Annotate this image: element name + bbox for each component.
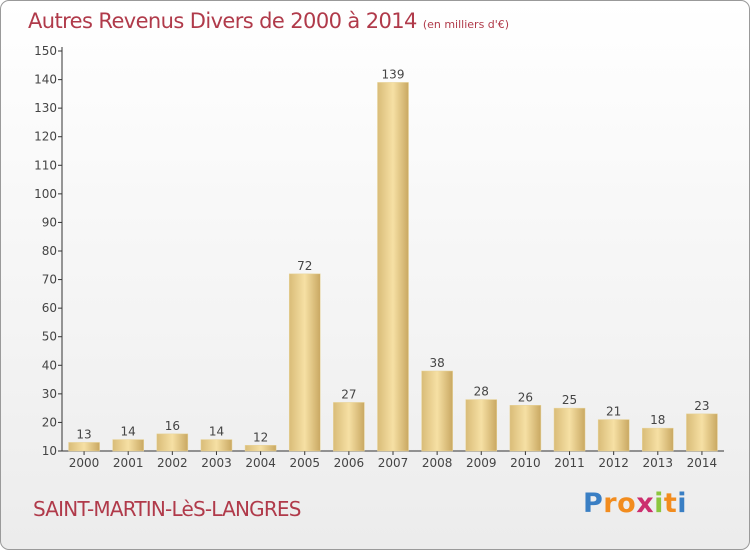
bar-2008 <box>421 370 453 452</box>
x-tick-label: 2003 <box>201 456 232 470</box>
bar-2009 <box>465 399 498 452</box>
x-tick-label: 2009 <box>466 456 497 470</box>
y-tick-label: 10 <box>42 444 57 458</box>
bar-2000 <box>68 442 100 452</box>
bar-2005 <box>288 273 321 452</box>
bar-2004 <box>244 445 277 452</box>
logo-letter: t <box>663 488 678 519</box>
chart-axes: 10 20 30 40 50 60 70 80 90 100 110 120 130 140 150 <box>34 44 724 458</box>
y-tick-label: 80 <box>42 244 57 258</box>
x-tick-label: 2014 <box>687 456 718 470</box>
y-tick-label: 130 <box>34 101 57 115</box>
x-tick-label: 2004 <box>245 456 276 470</box>
x-tick-label: 2013 <box>643 456 674 470</box>
x-tick-label: 2001 <box>113 456 144 470</box>
y-tick-label: 140 <box>34 73 57 87</box>
chart-labels: 2000 13 2001 14 2002 16 2003 14 2004 12 2005 72 2006… <box>69 67 717 470</box>
data-label-2010: 26 <box>518 390 533 404</box>
y-tick-label: 110 <box>34 158 57 172</box>
data-label-2013: 18 <box>650 413 665 427</box>
x-tick-label: 2002 <box>157 456 188 470</box>
y-tick-label: 20 <box>42 415 57 429</box>
y-tick-label: 60 <box>42 301 57 315</box>
x-tick-label: 2008 <box>422 456 453 470</box>
y-tick-label: 50 <box>42 330 57 344</box>
data-label-2011: 25 <box>562 393 577 407</box>
bar-2013 <box>642 427 674 452</box>
bar-2001 <box>112 439 144 452</box>
data-label-2004: 12 <box>253 430 268 444</box>
logo-letter: P <box>583 488 604 519</box>
bar-2012 <box>597 419 630 452</box>
bar-2010 <box>509 405 542 452</box>
logo-letter: o <box>617 488 637 519</box>
y-tick-label: 150 <box>34 44 57 58</box>
bar-2011 <box>553 407 586 452</box>
x-tick-label: 2005 <box>289 456 320 470</box>
y-tick-label: 70 <box>42 273 57 287</box>
data-label-2002: 16 <box>165 419 180 433</box>
y-tick-label: 30 <box>42 387 57 401</box>
bar-2003 <box>200 439 233 452</box>
data-label-2014: 23 <box>694 399 709 413</box>
data-label-2008: 38 <box>429 356 444 370</box>
data-label-2001: 14 <box>121 425 136 439</box>
data-label-2005: 72 <box>297 259 312 273</box>
data-label-2009: 28 <box>474 385 489 399</box>
bar-2007 <box>377 82 409 452</box>
data-label-2007: 139 <box>382 67 405 81</box>
logo-letter: i <box>654 488 664 519</box>
logo-letter: r <box>603 488 618 519</box>
data-label-2012: 21 <box>606 405 621 419</box>
x-tick-label: 2006 <box>334 456 365 470</box>
chart-subtitle: (en milliers d'€) <box>422 18 510 31</box>
commune-name: SAINT-MARTIN-LèS-LANGRES <box>33 497 301 521</box>
data-label-2006: 27 <box>341 387 356 401</box>
x-tick-label: 2000 <box>69 456 100 470</box>
bar-2002 <box>156 433 189 452</box>
data-label-2000: 13 <box>76 427 91 441</box>
y-tick-label: 90 <box>42 215 57 229</box>
proxiti-logo: Proxiti <box>583 488 687 519</box>
bar-2014 <box>686 413 718 452</box>
bar-2006 <box>333 402 365 452</box>
chart-bars <box>68 82 718 452</box>
x-tick-label: 2012 <box>598 456 629 470</box>
y-tick-label: 120 <box>34 130 57 144</box>
y-tick-label: 40 <box>42 358 57 372</box>
chart-title: Autres Revenus Divers de 2000 à 2014 (en … <box>28 9 509 33</box>
x-tick-label: 2011 <box>554 456 585 470</box>
logo-letter: i <box>677 488 688 519</box>
x-tick-label: 2010 <box>510 456 541 470</box>
chart-title-text: Autres Revenus Divers de 2000 à 2014 <box>28 9 417 33</box>
logo-letter: x <box>636 488 655 519</box>
y-tick-label: 100 <box>34 187 57 201</box>
data-label-2003: 14 <box>209 425 224 439</box>
x-tick-label: 2007 <box>378 456 409 470</box>
